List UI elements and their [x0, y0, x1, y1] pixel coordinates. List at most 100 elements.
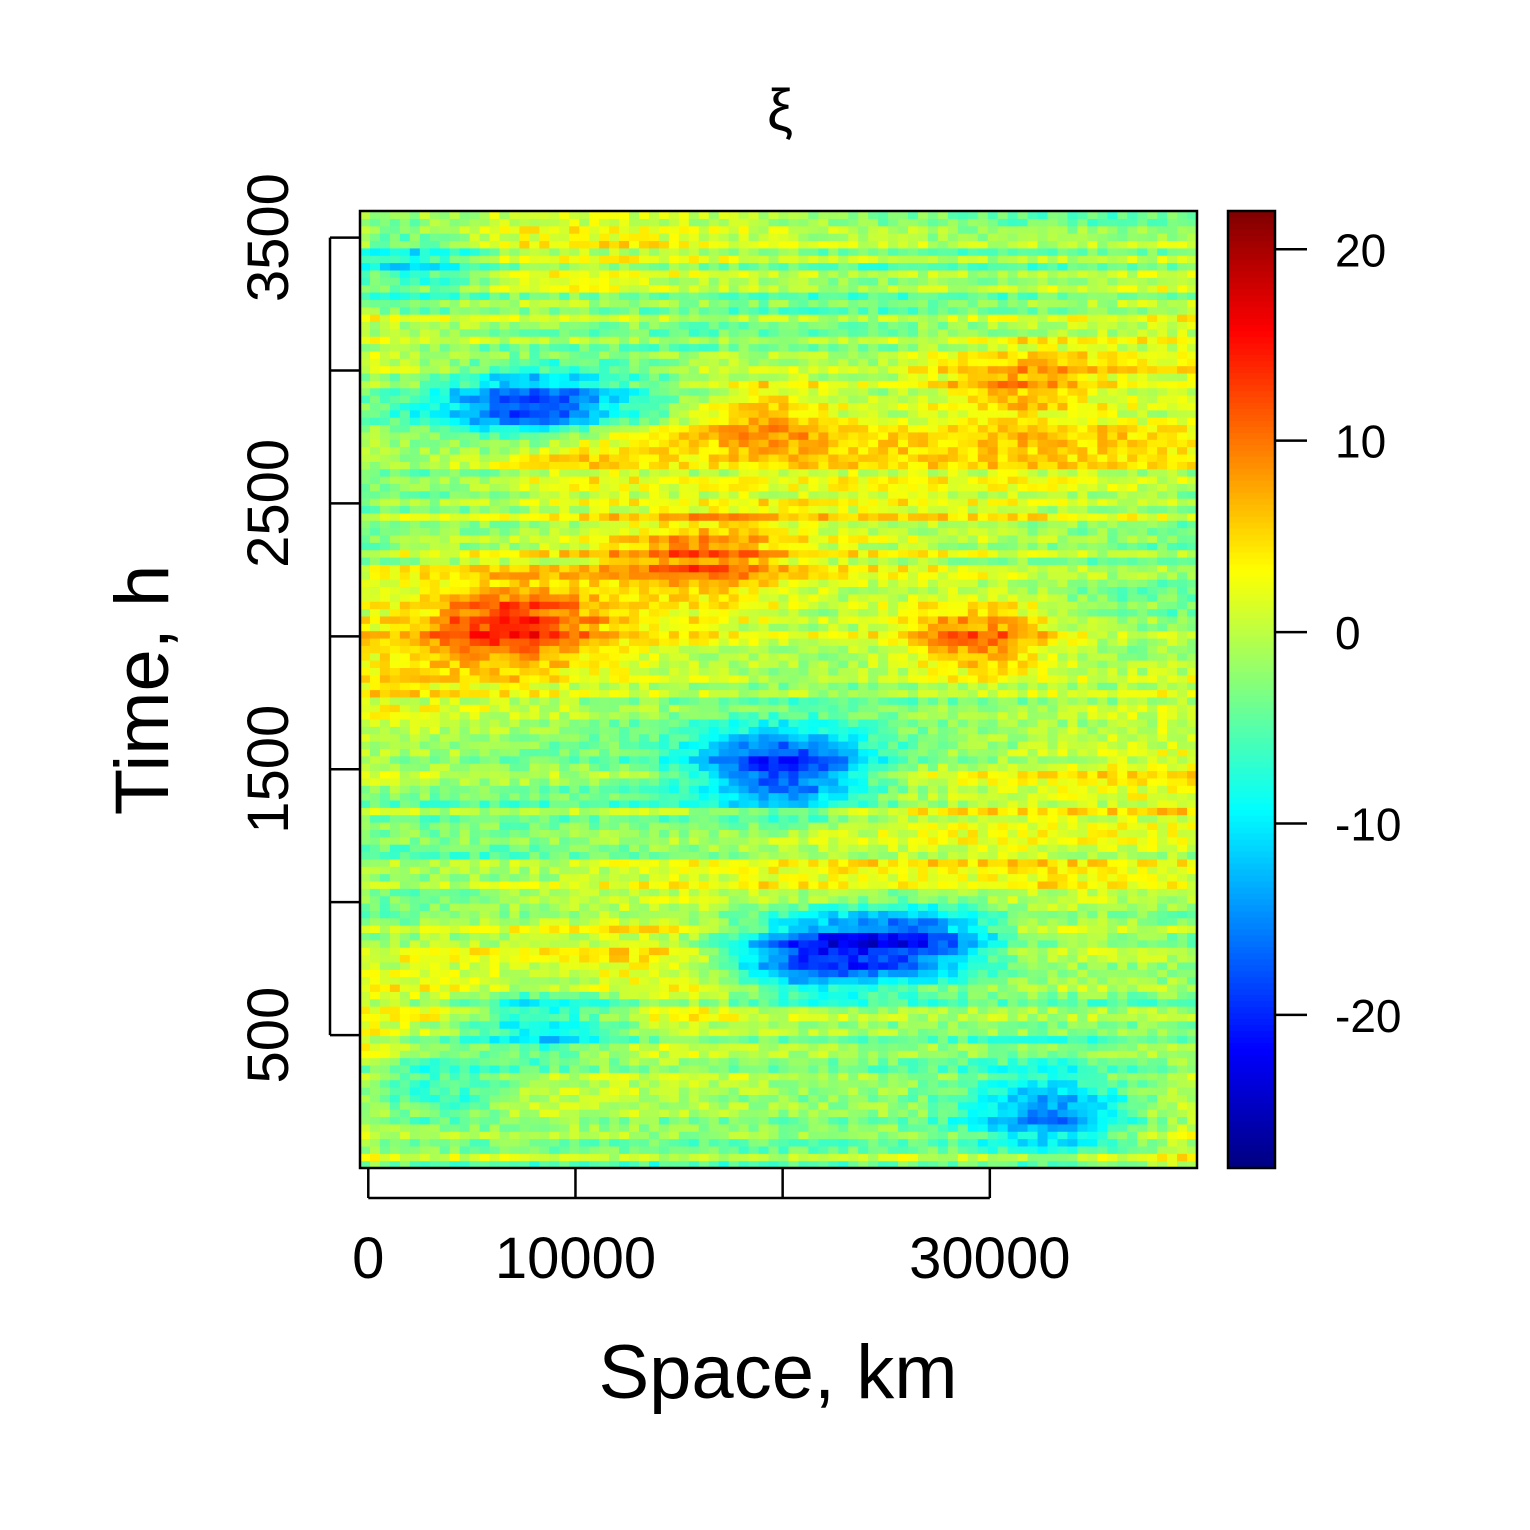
- heat-cell: [409, 763, 421, 772]
- heat-cell: [449, 1064, 461, 1073]
- heat-cell: [619, 851, 630, 860]
- heat-cell: [639, 395, 650, 403]
- heat-cell: [629, 1042, 640, 1051]
- heat-cell: [698, 299, 710, 308]
- heat-cell: [439, 1057, 451, 1066]
- heat-cell: [439, 211, 451, 219]
- heat-cell: [579, 645, 590, 654]
- heat-cell: [360, 255, 371, 264]
- heat-cell: [429, 269, 441, 278]
- heat-cell: [698, 947, 710, 956]
- heat-cell: [529, 969, 540, 978]
- heat-cell: [559, 1101, 570, 1110]
- heat-cell: [509, 858, 521, 867]
- heat-cell: [639, 814, 650, 823]
- heat-cell: [698, 321, 710, 330]
- heat-cell: [389, 1131, 401, 1140]
- heat-cell: [369, 328, 381, 337]
- heat-cell: [519, 417, 530, 426]
- heat-cell: [539, 998, 550, 1007]
- heat-cell: [459, 372, 471, 381]
- heat-cell: [399, 888, 411, 897]
- heat-cell: [648, 645, 660, 654]
- heat-cell: [439, 358, 451, 367]
- heat-cell: [529, 696, 540, 705]
- heat-cell: [579, 674, 590, 683]
- heat-cell: [658, 902, 670, 911]
- heat-cell: [439, 439, 451, 448]
- heat-cell: [459, 726, 471, 735]
- heat-cell: [409, 284, 421, 293]
- heat-cell: [409, 969, 421, 978]
- heat-cell: [579, 1020, 590, 1029]
- heat-cell: [449, 652, 461, 661]
- heat-cell: [648, 395, 660, 403]
- heat-cell: [698, 556, 710, 565]
- heat-cell: [509, 1109, 521, 1118]
- heat-cell: [379, 579, 391, 588]
- heat-cell: [529, 660, 540, 669]
- heat-cell: [539, 350, 550, 359]
- heat-cell: [360, 527, 371, 536]
- heat-cell: [599, 461, 610, 470]
- heat-cell: [609, 1042, 620, 1051]
- heat-cell: [439, 851, 451, 860]
- heat-cell: [369, 1160, 381, 1169]
- heat-cell: [668, 225, 680, 234]
- heat-cell: [728, 682, 740, 691]
- heat-cell: [399, 660, 411, 669]
- heat-cell: [439, 726, 451, 735]
- heat-cell: [619, 372, 630, 381]
- heat-cell: [449, 932, 461, 941]
- heat-cell: [599, 277, 610, 286]
- heat-cell: [708, 836, 720, 845]
- heat-cell: [360, 792, 371, 801]
- heat-cell: [559, 1160, 570, 1169]
- heat-cell: [409, 372, 421, 381]
- heat-cell: [668, 902, 680, 911]
- heat-cell: [479, 564, 491, 573]
- heat-cell: [708, 660, 720, 669]
- heat-cell: [409, 1116, 421, 1125]
- heat-cell: [698, 1116, 710, 1125]
- heat-cell: [559, 255, 570, 264]
- heat-cell: [549, 696, 560, 705]
- heat-cell: [479, 299, 491, 308]
- heat-cell: [648, 814, 660, 823]
- heat-cell: [648, 453, 660, 462]
- heat-cell: [668, 822, 680, 830]
- heat-cell: [639, 866, 650, 875]
- heat-cell: [519, 1160, 530, 1169]
- heat-cell: [549, 593, 560, 602]
- heat-cell: [459, 660, 471, 669]
- heat-cell: [569, 380, 580, 389]
- heat-cell: [569, 1109, 580, 1118]
- heat-cell: [549, 1028, 560, 1037]
- heat-cell: [419, 615, 431, 624]
- heat-cell: [639, 1072, 650, 1081]
- heat-cell: [519, 1116, 530, 1125]
- heat-cell: [419, 358, 431, 367]
- heat-cell: [619, 233, 630, 242]
- heat-cell: [389, 571, 401, 580]
- heat-cell: [419, 350, 431, 359]
- heat-cell: [708, 932, 720, 941]
- heat-cell: [389, 1116, 401, 1125]
- heat-cell: [599, 328, 610, 337]
- heat-cell: [579, 910, 590, 919]
- heat-cell: [379, 814, 391, 823]
- heat-cell: [648, 696, 660, 705]
- heat-cell: [529, 630, 540, 639]
- heat-cell: [519, 814, 530, 823]
- heat-cell: [459, 917, 471, 926]
- heat-cell: [698, 1079, 710, 1088]
- heat-cell: [698, 593, 710, 602]
- heat-cell: [678, 490, 690, 499]
- heat-cell: [459, 895, 471, 904]
- heat-cell: [449, 593, 461, 602]
- heat-cell: [629, 586, 640, 595]
- heat-cell: [698, 1101, 710, 1110]
- heat-cell: [728, 505, 740, 514]
- heat-cell: [658, 954, 670, 963]
- heat-cell: [688, 299, 700, 308]
